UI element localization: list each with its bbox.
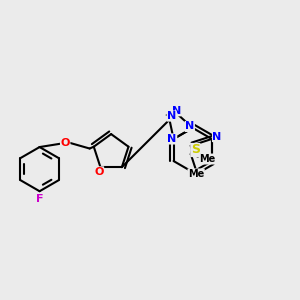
Text: O: O (61, 138, 70, 148)
Text: N: N (172, 106, 181, 116)
Text: N: N (167, 134, 177, 144)
Text: N: N (185, 122, 194, 131)
Text: S: S (191, 143, 200, 157)
Text: Me: Me (188, 169, 204, 179)
Text: N: N (212, 132, 222, 142)
Text: F: F (36, 194, 43, 205)
Text: O: O (94, 167, 104, 177)
Text: Me: Me (199, 154, 215, 164)
Text: N: N (167, 111, 176, 121)
